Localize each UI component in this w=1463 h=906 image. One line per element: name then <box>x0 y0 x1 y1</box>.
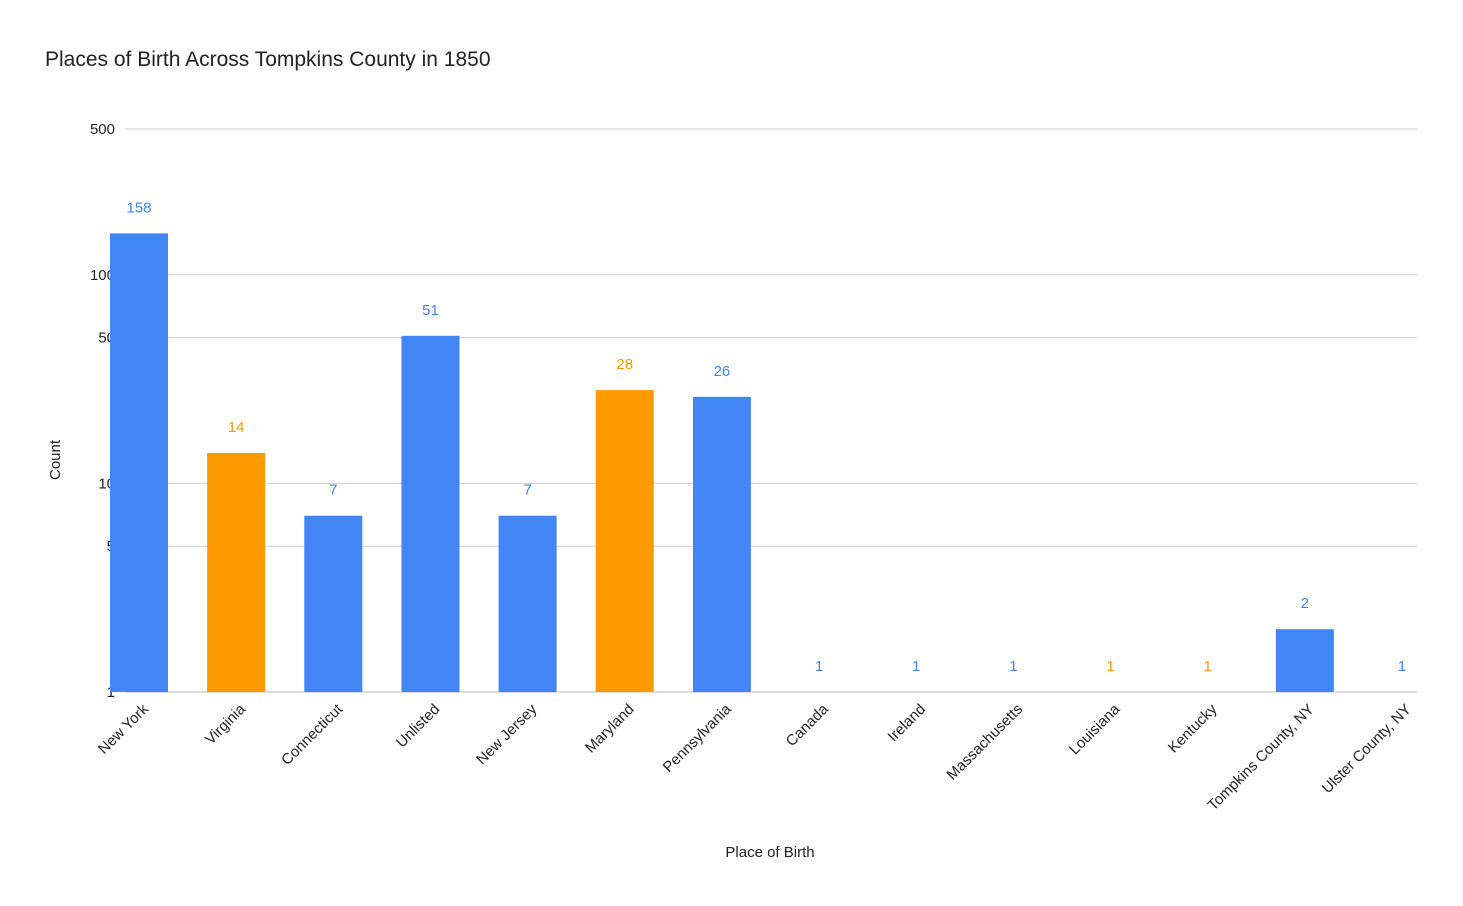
data-label: 1 <box>815 658 823 675</box>
bar <box>692 396 751 692</box>
data-label: 1 <box>1204 658 1212 675</box>
bar <box>401 335 460 692</box>
data-label: 158 <box>126 199 151 216</box>
x-axis-title: Place of Birth <box>725 844 814 861</box>
bar <box>498 515 557 692</box>
data-label: 7 <box>329 482 337 499</box>
bar <box>595 390 654 692</box>
data-label: 51 <box>422 302 439 319</box>
data-label: 1 <box>1106 658 1114 675</box>
chart-title: Places of Birth Across Tompkins County i… <box>45 48 491 71</box>
data-label: 1 <box>1009 658 1017 675</box>
data-label: 2 <box>1301 595 1309 612</box>
bar <box>207 452 266 692</box>
data-label: 28 <box>616 356 633 373</box>
data-label: 7 <box>523 482 531 499</box>
y-tick-label: 500 <box>90 121 115 138</box>
bar <box>304 515 363 692</box>
y-tick-label: 1 <box>107 684 115 701</box>
data-label: 14 <box>228 419 245 436</box>
data-label: 1 <box>912 658 920 675</box>
y-tick-label: 100 <box>90 267 115 284</box>
y-axis-title: Count <box>47 439 64 480</box>
bar <box>110 233 168 692</box>
data-label: 1 <box>1398 658 1406 675</box>
bar <box>1275 629 1334 692</box>
data-label: 26 <box>714 363 731 380</box>
